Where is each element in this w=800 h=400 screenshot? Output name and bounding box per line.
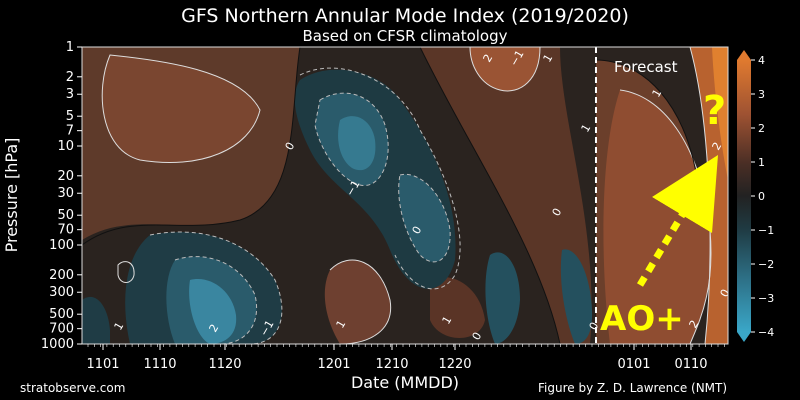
colorbar-gradient: [737, 60, 751, 332]
y-tick-label: 200: [49, 268, 74, 283]
positive-anomaly-region: [324, 260, 391, 344]
colorbar-tick-label: −1: [758, 224, 774, 237]
contour-line: [314, 92, 389, 186]
colorbar-top-triangle: [737, 50, 751, 60]
colorbar-tick-label: −2: [758, 258, 774, 271]
y-tick-label: 5: [66, 109, 74, 124]
negative-anomaly-region: [338, 116, 376, 171]
credit-author: Figure by Z. D. Lawrence (NMT): [538, 381, 727, 395]
negative-anomaly-region: [485, 252, 520, 344]
colorbar-tick-label: 4: [758, 54, 765, 67]
credit-site: stratobserve.com: [20, 381, 125, 395]
contour-line: [117, 261, 135, 283]
y-tick-label: 50: [57, 208, 74, 223]
contour-line: [398, 173, 451, 263]
colorbar-tick-label: 2: [758, 122, 765, 135]
negative-anomaly-region: [560, 249, 593, 344]
y-tick-label: 3: [66, 87, 74, 102]
y-axis-label: Pressure [hPa]: [2, 138, 21, 253]
y-tick-label: 1000: [41, 337, 74, 352]
x-tick-label: 1210: [375, 357, 408, 372]
y-tick-label: 7: [66, 124, 74, 139]
x-tick-label: 1220: [438, 357, 471, 372]
positive-anomaly-region: [712, 47, 728, 180]
positive-anomaly-region: [430, 276, 485, 338]
colorbar-tick-label: −3: [758, 292, 774, 305]
x-tick-label: 1201: [317, 357, 350, 372]
y-tick-label: 300: [49, 285, 74, 300]
x-tick-label: 1110: [143, 357, 176, 372]
x-tick-label: 0101: [617, 357, 650, 372]
x-axis-label: Date (MMDD): [351, 373, 459, 392]
chart-title: GFS Northern Annular Mode Index (2019/20…: [181, 5, 629, 27]
colorbar-tick-label: 0: [758, 190, 765, 203]
trend-arrow: [636, 154, 719, 287]
chart-subtitle: Based on CFSR climatology: [302, 27, 507, 45]
y-tick-label: 70: [57, 223, 74, 238]
forecast-label: Forecast: [614, 58, 678, 76]
x-axis: 1101 1110 1120 1201 1210 1220 0101 0110: [86, 344, 725, 372]
positive-anomaly-region: [420, 47, 592, 344]
negative-anomaly-region: [82, 296, 110, 344]
colorbar-bottom-triangle: [737, 332, 751, 342]
y-tick-label: 100: [49, 238, 74, 253]
positive-anomaly-region: [690, 47, 728, 344]
ao-plus-annotation: AO+: [600, 299, 684, 339]
contour-line: [82, 47, 301, 246]
y-tick-label: 2: [66, 70, 74, 85]
positive-anomaly-region: [102, 55, 260, 163]
contour-line: [299, 67, 461, 290]
y-tick-label: 500: [49, 307, 74, 322]
colorbar: 4 3 2 1 0 −1 −2 −3 −4: [737, 50, 774, 342]
y-tick-label: 700: [49, 322, 74, 337]
contour-line: [419, 47, 561, 344]
y-tick-label: 1: [66, 40, 74, 55]
contour-line: [149, 231, 283, 344]
colorbar-ticks: 4 3 2 1 0 −1 −2 −3 −4: [751, 54, 774, 339]
contour-line: [101, 54, 261, 164]
contour-line: [329, 259, 392, 344]
x-tick-label: 1120: [208, 357, 241, 372]
contour-line: [469, 47, 541, 92]
y-tick-label: 10: [57, 139, 74, 154]
colorbar-tick-label: 1: [758, 156, 765, 169]
question-mark-annotation: ?: [703, 88, 726, 134]
y-tick-label: 30: [57, 186, 74, 201]
colorbar-tick-label: −4: [758, 326, 774, 339]
plot-frame: [81, 46, 729, 345]
colorbar-tick-label: 3: [758, 88, 765, 101]
x-tick-label: 1101: [86, 357, 119, 372]
negative-anomaly-region: [189, 279, 237, 344]
positive-anomaly-region: [470, 47, 540, 91]
x-tick-label: 0110: [674, 357, 707, 372]
y-tick-label: 20: [57, 169, 74, 184]
